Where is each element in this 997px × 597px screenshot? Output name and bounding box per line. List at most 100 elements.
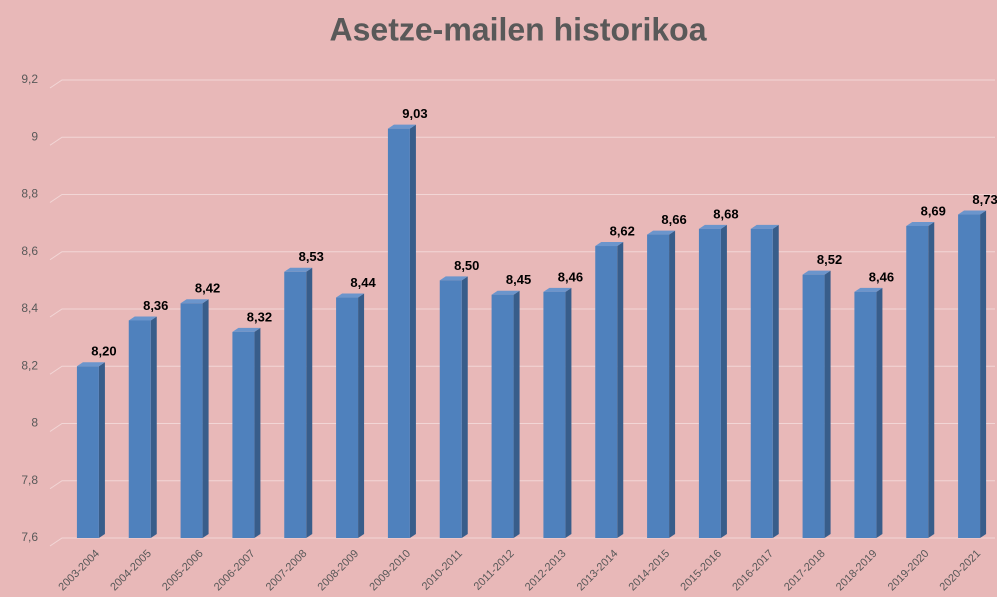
- bar-side: [565, 287, 572, 538]
- chart-title: Asetze-mailen historikoa: [330, 11, 707, 47]
- value-label: 8,36: [143, 298, 168, 313]
- bar-side: [409, 124, 416, 538]
- bar-side: [720, 224, 727, 538]
- value-label: 9,03: [402, 106, 427, 121]
- bar-front: [854, 291, 877, 538]
- value-label: 8,45: [506, 272, 531, 287]
- bar-front: [647, 234, 670, 538]
- bar-front: [128, 320, 151, 538]
- bar-side: [202, 299, 209, 538]
- bar-top: [180, 299, 209, 304]
- bar-front: [906, 225, 929, 539]
- bar-top: [750, 224, 779, 229]
- grid-line: [49, 423, 995, 432]
- y-tick-label: 8,2: [21, 358, 38, 372]
- bar-front: [595, 246, 618, 538]
- bar-top: [76, 362, 105, 367]
- value-label: 8,62: [610, 223, 635, 238]
- bar-top: [439, 276, 468, 281]
- y-tick-label: 7,6: [21, 530, 38, 544]
- grid-line: [49, 480, 995, 490]
- bar-side: [254, 327, 261, 538]
- grid-line: [49, 537, 995, 547]
- bar: [128, 316, 157, 538]
- bar-side: [980, 210, 987, 538]
- bar-side: [98, 362, 105, 538]
- bar-front: [802, 274, 825, 538]
- bar: [958, 210, 987, 538]
- value-label: 8,52: [817, 252, 842, 267]
- bar-top: [647, 230, 676, 235]
- value-label: 8,69: [921, 203, 946, 218]
- bar: [336, 293, 365, 538]
- value-label: 8,46: [558, 269, 583, 284]
- bar-front: [491, 294, 514, 538]
- bar-side: [669, 230, 676, 538]
- value-label: 8,46: [869, 269, 894, 284]
- bar-top: [336, 293, 365, 298]
- bar-front: [284, 271, 307, 538]
- bar-top: [387, 124, 416, 129]
- grid-line: [49, 251, 995, 261]
- bar: [284, 267, 313, 538]
- grid-line: [49, 136, 995, 146]
- bar-top: [595, 242, 624, 247]
- bar-side: [513, 290, 520, 538]
- bar-side: [461, 276, 468, 538]
- bar: [543, 287, 572, 538]
- bar-top: [284, 267, 313, 272]
- bar: [595, 242, 624, 538]
- bar-top: [543, 287, 572, 292]
- value-label: 8,44: [350, 275, 376, 290]
- bar: [439, 276, 468, 538]
- bar-top: [698, 224, 727, 229]
- bar: [180, 299, 209, 538]
- y-tick-label: 8,8: [21, 187, 38, 201]
- bar: [76, 362, 105, 538]
- y-tick-label: 7,8: [21, 473, 38, 487]
- bar-side: [617, 242, 624, 538]
- y-tick-label: 9: [31, 129, 38, 143]
- bar: [491, 290, 520, 538]
- bar-front: [76, 366, 99, 538]
- grid-line: [49, 79, 995, 89]
- bar-front: [336, 297, 359, 538]
- value-label: 8,20: [91, 344, 116, 359]
- bar-front: [698, 228, 721, 538]
- bar-top: [802, 270, 831, 275]
- y-tick-label: 8,4: [21, 301, 38, 315]
- bar-top: [491, 290, 520, 295]
- grid-line: [49, 194, 995, 203]
- bar-front: [439, 280, 462, 538]
- bar: [802, 270, 831, 538]
- bar-top: [854, 287, 883, 292]
- value-label: 8,53: [299, 249, 324, 264]
- bar: [698, 224, 727, 538]
- bar-front: [180, 303, 203, 538]
- y-tick-label: 9,2: [21, 72, 38, 86]
- bar-front: [543, 291, 566, 538]
- bar: [906, 221, 935, 539]
- value-label: 8,68: [713, 206, 738, 221]
- value-label: 8,66: [661, 212, 686, 227]
- grid-line: [49, 365, 995, 375]
- bar-side: [306, 267, 313, 538]
- bar-side: [358, 293, 365, 538]
- bar-top: [128, 316, 157, 321]
- bar-top: [232, 327, 261, 332]
- bar-front: [750, 228, 773, 538]
- y-tick-label: 8,6: [21, 244, 38, 258]
- bar-top: [906, 221, 935, 226]
- grid-line: [49, 308, 995, 318]
- bar-side: [824, 270, 831, 538]
- bar: [750, 224, 779, 538]
- bar-side: [876, 287, 883, 538]
- bar-front: [387, 128, 410, 538]
- y-tick-label: 8: [31, 416, 38, 430]
- bar-side: [772, 224, 779, 538]
- bar-side: [928, 221, 935, 539]
- value-label: 8,73: [972, 192, 997, 207]
- bar-top: [958, 210, 987, 215]
- value-label: 8,50: [454, 258, 479, 273]
